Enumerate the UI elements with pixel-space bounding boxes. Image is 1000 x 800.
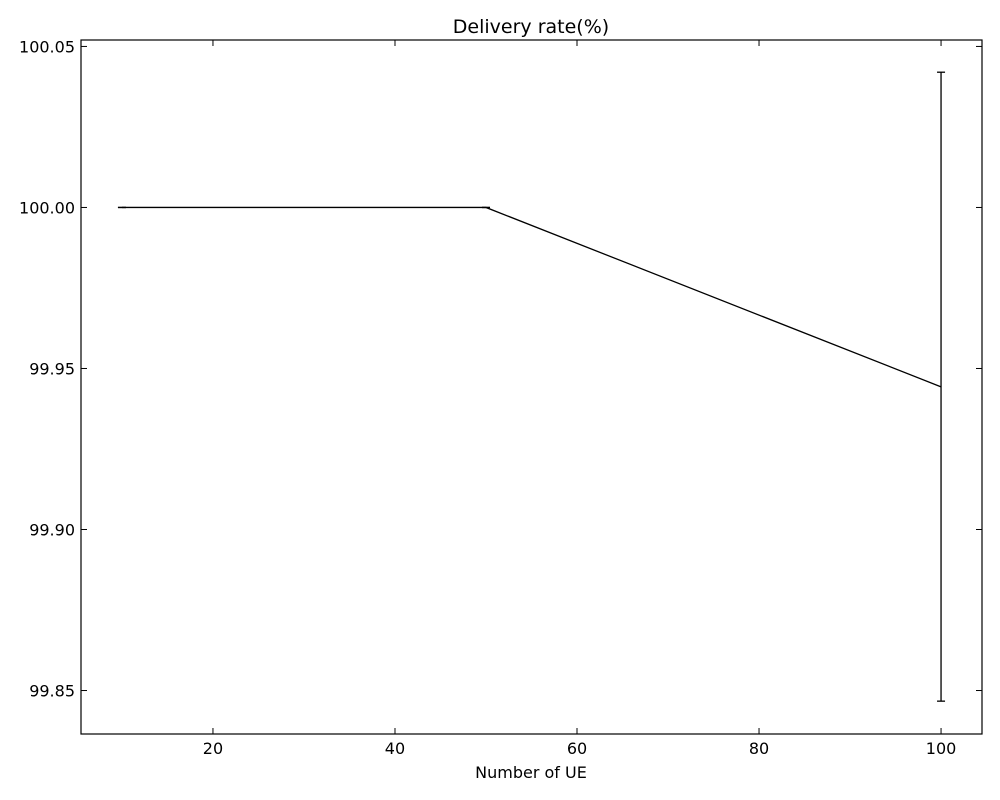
y-tick-label: 100.05 bbox=[19, 37, 75, 56]
y-tick-label: 99.95 bbox=[29, 359, 75, 378]
x-tick-label: 40 bbox=[385, 739, 405, 758]
series-line bbox=[121, 206, 942, 388]
x-tick-label: 100 bbox=[926, 739, 957, 758]
x-tick-label: 20 bbox=[203, 739, 223, 758]
y-tick-label: 99.85 bbox=[29, 682, 75, 701]
x-axis-label: Number of UE bbox=[475, 763, 587, 782]
plot-area bbox=[117, 71, 946, 702]
axes-frame bbox=[80, 39, 983, 735]
x-tick-label: 60 bbox=[567, 739, 587, 758]
y-tick-label: 99.90 bbox=[29, 521, 75, 540]
axis-ticks: 20 40 60 80 100 99.85 99.90 99.95 100.00 100.05 bbox=[19, 37, 982, 758]
x-tick-label: 80 bbox=[749, 739, 769, 758]
y-tick-label: 100.00 bbox=[19, 198, 75, 217]
chart-title: Delivery rate(%) bbox=[453, 16, 609, 38]
